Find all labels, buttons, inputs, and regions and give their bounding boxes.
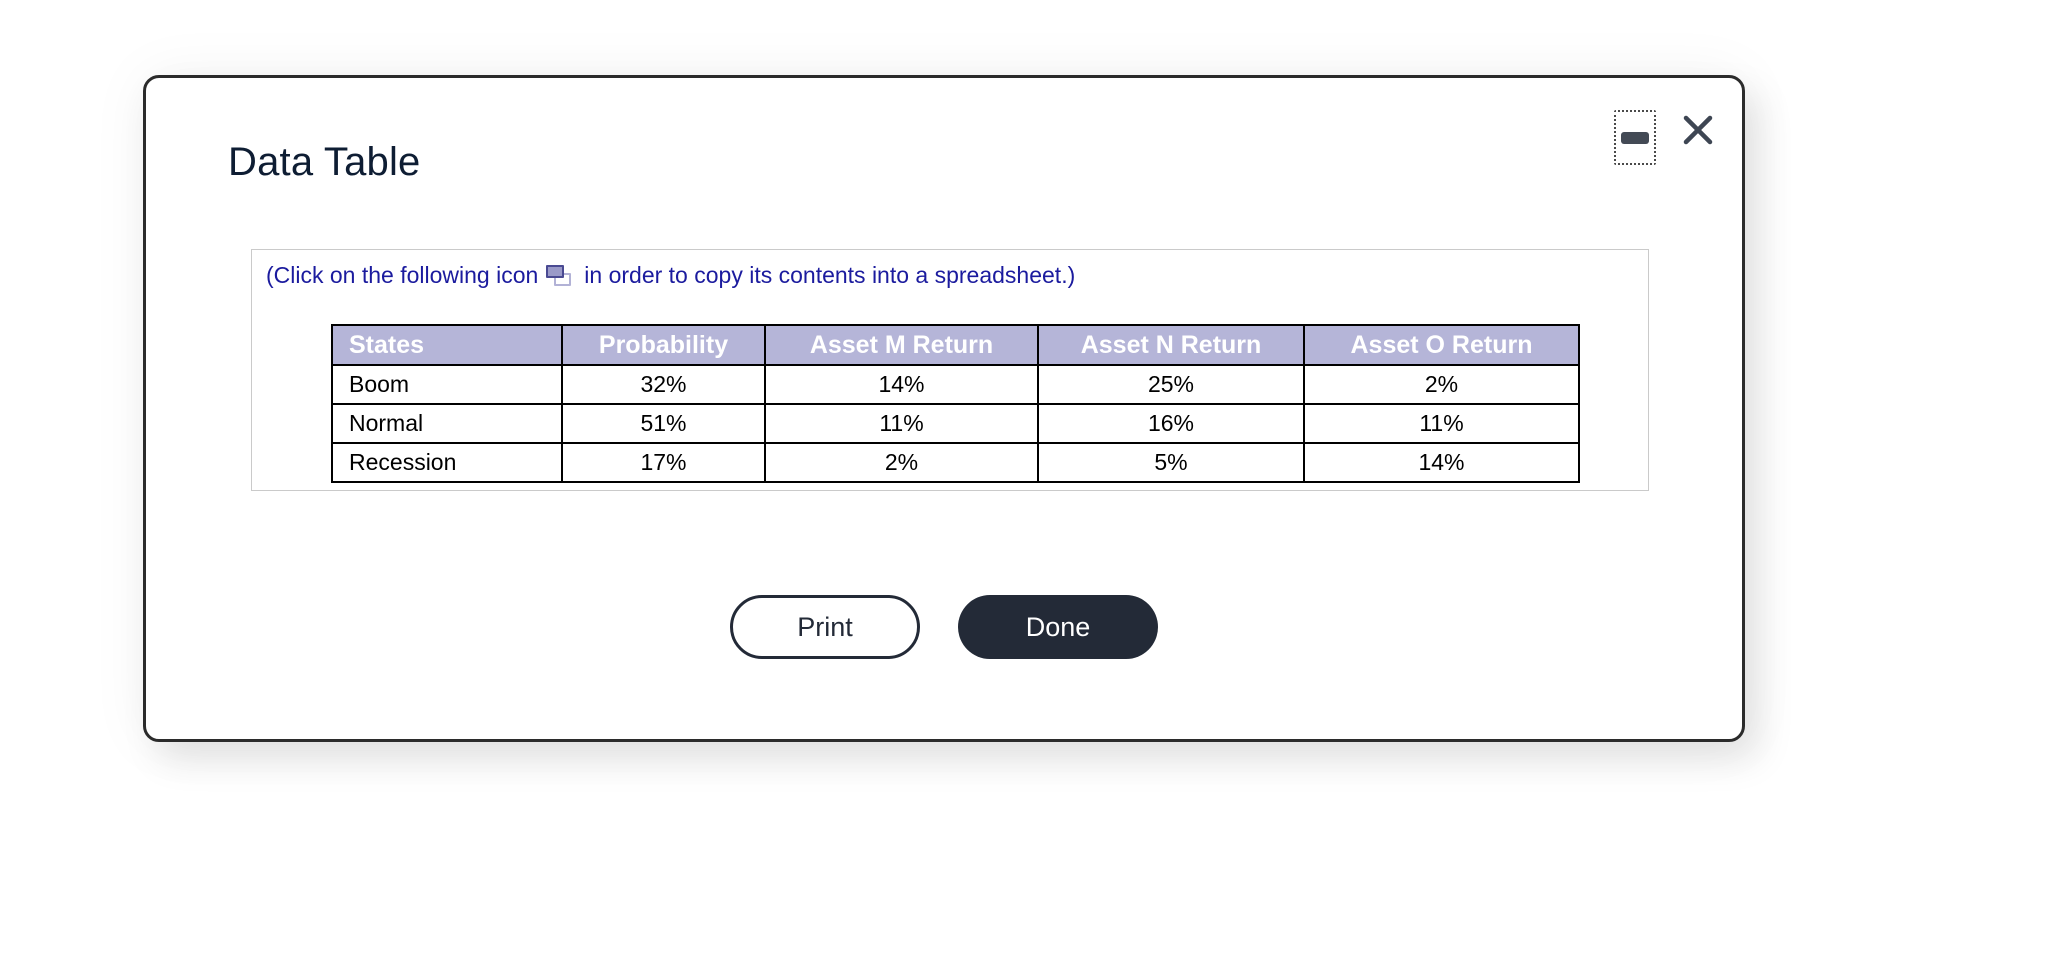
header-cell-states: States bbox=[331, 324, 563, 366]
cell-asset-m: 2% bbox=[764, 442, 1039, 483]
done-button[interactable]: Done bbox=[958, 595, 1158, 659]
header-cell-asset-n: Asset N Return bbox=[1037, 324, 1305, 366]
close-icon bbox=[1683, 115, 1713, 145]
data-table: States Probability Asset M Return Asset … bbox=[331, 324, 1580, 483]
cell-asset-o: 14% bbox=[1303, 442, 1580, 483]
cell-state: Boom bbox=[331, 364, 563, 405]
cell-state: Recession bbox=[331, 442, 563, 483]
instruction-suffix: in order to copy its contents into a spr… bbox=[584, 262, 1076, 288]
close-button[interactable] bbox=[1682, 114, 1714, 146]
cell-asset-m: 14% bbox=[764, 364, 1039, 405]
cell-state: Normal bbox=[331, 403, 563, 444]
cell-probability: 51% bbox=[561, 403, 766, 444]
dialog-button-row: Print Done bbox=[146, 595, 1742, 659]
copy-icon-front-rect bbox=[546, 264, 565, 278]
copy-to-spreadsheet-icon[interactable] bbox=[546, 264, 572, 287]
table-row: Boom 32% 14% 25% 2% bbox=[331, 364, 1580, 405]
print-button[interactable]: Print bbox=[730, 595, 920, 659]
minimize-button[interactable] bbox=[1614, 110, 1656, 165]
cell-asset-o: 11% bbox=[1303, 403, 1580, 444]
cell-probability: 17% bbox=[561, 442, 766, 483]
header-cell-probability: Probability bbox=[561, 324, 766, 366]
cell-asset-n: 25% bbox=[1037, 364, 1305, 405]
data-table-dialog: Data Table (Click on the following icon … bbox=[143, 75, 1745, 742]
instruction-prefix: (Click on the following icon bbox=[266, 262, 539, 288]
header-cell-asset-o: Asset O Return bbox=[1303, 324, 1580, 366]
dialog-title: Data Table bbox=[228, 140, 421, 184]
cell-asset-m: 11% bbox=[764, 403, 1039, 444]
table-row: Recession 17% 2% 5% 14% bbox=[331, 442, 1580, 483]
cell-asset-n: 16% bbox=[1037, 403, 1305, 444]
cell-asset-n: 5% bbox=[1037, 442, 1305, 483]
table-header-row: States Probability Asset M Return Asset … bbox=[331, 324, 1580, 366]
header-cell-asset-m: Asset M Return bbox=[764, 324, 1039, 366]
cell-probability: 32% bbox=[561, 364, 766, 405]
cell-asset-o: 2% bbox=[1303, 364, 1580, 405]
table-panel: (Click on the following icon in order to… bbox=[251, 249, 1649, 491]
minus-icon bbox=[1621, 131, 1649, 144]
copy-instruction: (Click on the following icon in order to… bbox=[266, 262, 1075, 289]
table-row: Normal 51% 11% 16% 11% bbox=[331, 403, 1580, 444]
